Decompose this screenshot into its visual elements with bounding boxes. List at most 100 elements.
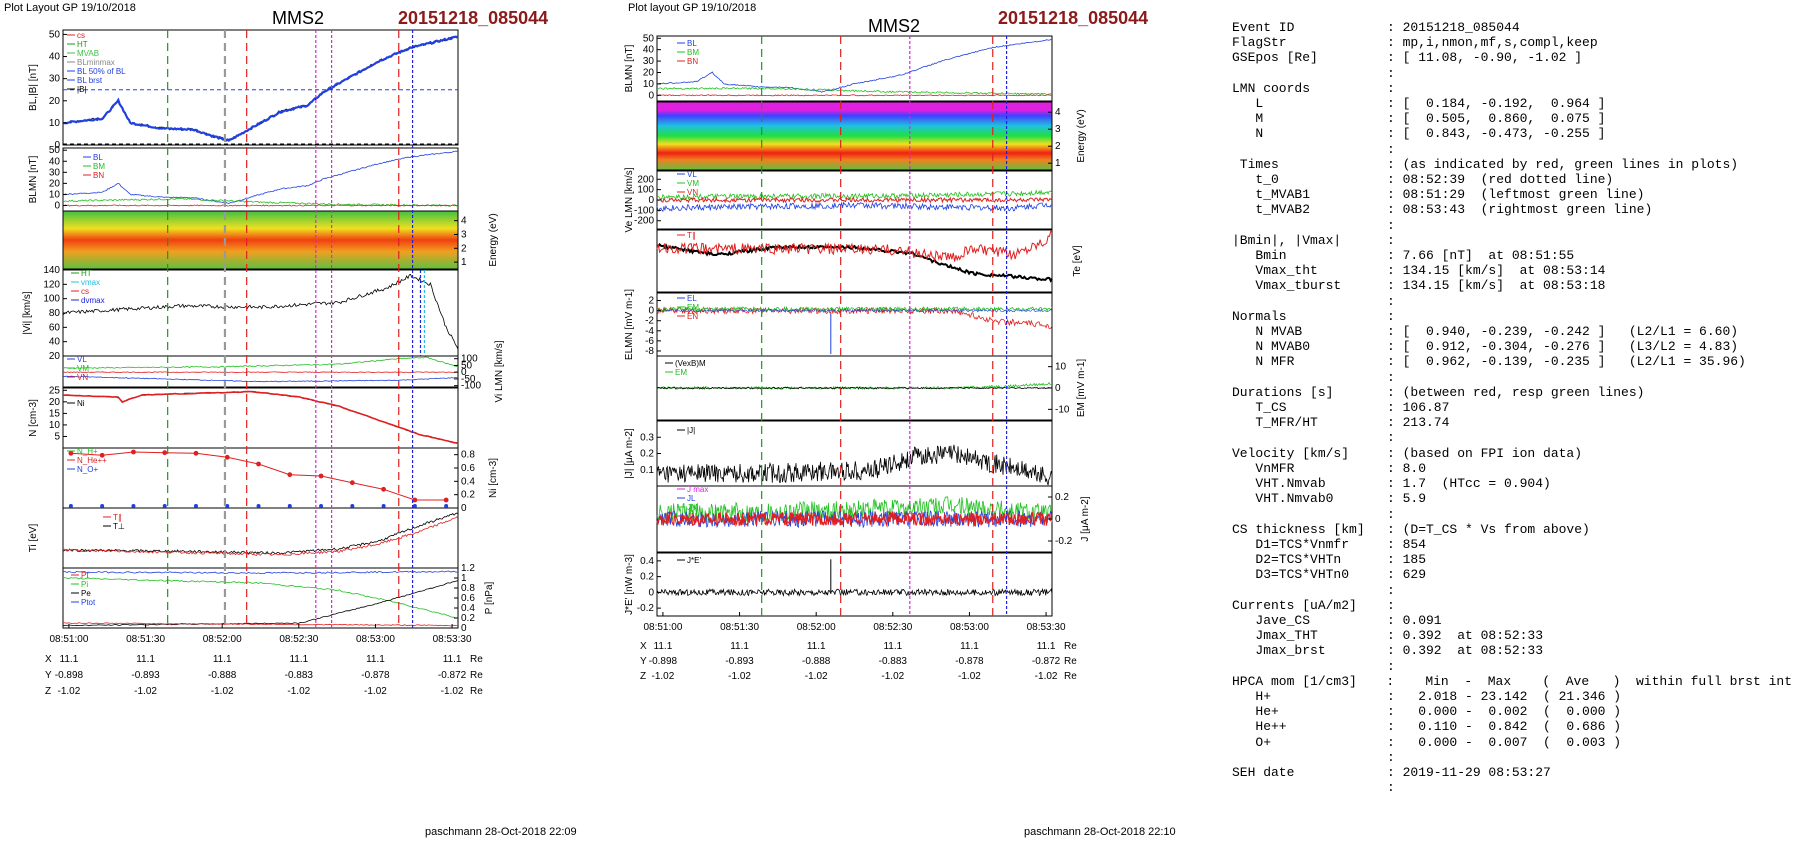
y-axis-label-J: |J| [μA m-2] [624,428,635,479]
legend-entry: Pi [81,580,88,589]
info-row: : [1232,430,1792,445]
y-tick-label: 0 [1055,514,1061,525]
info-key: Event ID [1232,20,1295,35]
info-key: VnMFR [1232,460,1295,476]
info-key [1232,294,1387,309]
info-row: Jmax_THT: 0.392 at 08:52:33 [1232,628,1792,643]
legend-entry: JL [687,494,696,503]
coord-value: -1.02 [134,686,157,697]
info-key: T_CS [1232,400,1287,416]
y-tick-label: 0.8 [461,583,475,594]
data-point-He++ [131,449,136,455]
y-tick-label: 0.8 [461,450,475,461]
info-key: |Bmin|, |Vmax| [1232,232,1342,248]
y-tick-label: 30 [643,56,655,67]
coord-label: Y [45,670,52,681]
left-event-title: 20151218_085044 [398,8,549,28]
info-key: Bmin [1232,248,1287,264]
info-key: T_MFR/HT [1232,415,1318,431]
info-key: Normals [1232,308,1287,324]
info-value: : [ 0.184, -0.192, 0.964 ] [1387,96,1606,112]
legend-entry: Ni [77,399,85,408]
coord-value: 11.1 [807,641,826,652]
info-value: : [ 11.08, -0.90, -1.02 ] [1387,50,1583,66]
info-row: M: [ 0.505, 0.860, 0.075 ] [1232,111,1792,126]
series-line-JN [656,510,1053,528]
coord-value: -0.883 [879,656,908,667]
legend-entry: EN [687,312,698,321]
info-value: : mp,i,nmon,mf,s,compl,keep [1387,35,1598,51]
middle-event-title: 20151218_085044 [998,8,1149,28]
info-row: He+: 0.000 - 0.002 ( 0.000 ) [1232,704,1792,719]
y-tick-label: 0 [461,623,467,634]
y-axis-label-ELMN: ELMN [mV m-1] [624,289,635,360]
legend-entry: T∥ [687,231,696,240]
y-tick-label: -200 [634,216,654,227]
info-row: N MVAB: [ 0.940, -0.239, -0.242 ] (L2/L1… [1232,324,1792,339]
y-tick-label: 1 [461,573,467,584]
info-row: VHT.Nmvab: 1.7 (HTcc = 0.904) [1232,476,1792,491]
middle-footer: paschmann 28-Oct-2018 22:10 [1024,826,1176,838]
legend-entry: BM [93,162,105,171]
y-tick-label: 0.4 [461,476,475,487]
info-value: : [1387,217,1395,233]
info-key: D1=TCS*Vnmfr [1232,536,1350,552]
legend-entry: EL [687,294,697,303]
series-line-BM [656,87,1053,96]
data-point-He++ [349,480,355,486]
coord-unit: Re [470,670,483,681]
info-value: : [ 0.912, -0.304, -0.276 ] (L3/L2 = 4.8… [1387,339,1739,355]
left-panel-0 [62,29,459,146]
y-axis-label-Vi: |Vi| [km/s] [22,291,33,335]
info-value: : [1387,597,1395,613]
series-line-He++ [70,451,447,501]
y-axis-label-BLMN: BLMN [nT] [624,44,635,92]
legend-entry: Pt [81,571,89,580]
series-line-VN [62,371,459,373]
left-footer: paschmann 28-Oct-2018 22:09 [425,826,577,838]
coord-value: 11.1 [366,654,385,665]
info-row: T_CS : 106.87 [1232,400,1792,415]
info-value: : 106.87 [1387,400,1450,416]
data-point-O+ [131,504,136,508]
y-tick-label: 3 [1055,124,1061,135]
coord-value: -1.02 [58,686,81,697]
legend-entry: JN [687,512,697,521]
coord-value: -0.878 [955,656,984,667]
info-row: : [1232,780,1792,795]
legend-entry: EM [675,368,687,377]
info-value: : 5.9 [1387,491,1427,507]
series-line-BN [656,94,1053,97]
data-point-He++ [68,450,74,456]
legend-entry: VN [77,373,88,382]
data-point-He++ [193,450,199,456]
info-value: : 185 [1387,552,1427,568]
y-tick-label: -0.2 [637,603,655,614]
info-value: : 20151218_085044 [1387,20,1520,35]
info-key: N MVAB0 [1232,339,1311,355]
y-tick-label: 60 [49,322,61,333]
coord-value: -1.02 [1035,671,1058,682]
info-row: Jmax_brst: 0.392 at 08:52:33 [1232,643,1792,658]
y-axis-label-JLMN: J [μA m-2] [1080,496,1091,541]
coord-unit: Re [1064,656,1077,667]
middle-probe-title: MMS2 [868,16,921,36]
info-key: t_MVAB2 [1232,202,1311,218]
legend-entry: VN [687,188,698,197]
x-tick-label: 08:51:00 [643,622,682,633]
info-key: N [1232,126,1264,142]
info-row: HPCA mom [1/cm3]: Min - Max ( Ave ) with… [1232,674,1792,689]
data-point-He++ [318,473,324,479]
y-tick-label: 0.2 [640,572,654,583]
series-line-JL [656,509,1053,529]
legend-entry: N_O+ [77,465,98,474]
y-axis-label-VLMN: Vi LMN [km/s] [494,340,505,402]
legend-entry: J*E' [687,556,701,565]
legend-entry: Pe [81,589,91,598]
panel-frame [62,210,459,270]
info-value: : [1387,582,1395,598]
series-line-VM [656,189,1053,201]
info-key: SEH date [1232,764,1295,780]
legend-entry: |J| [687,426,695,435]
data-point-O+ [100,504,105,508]
